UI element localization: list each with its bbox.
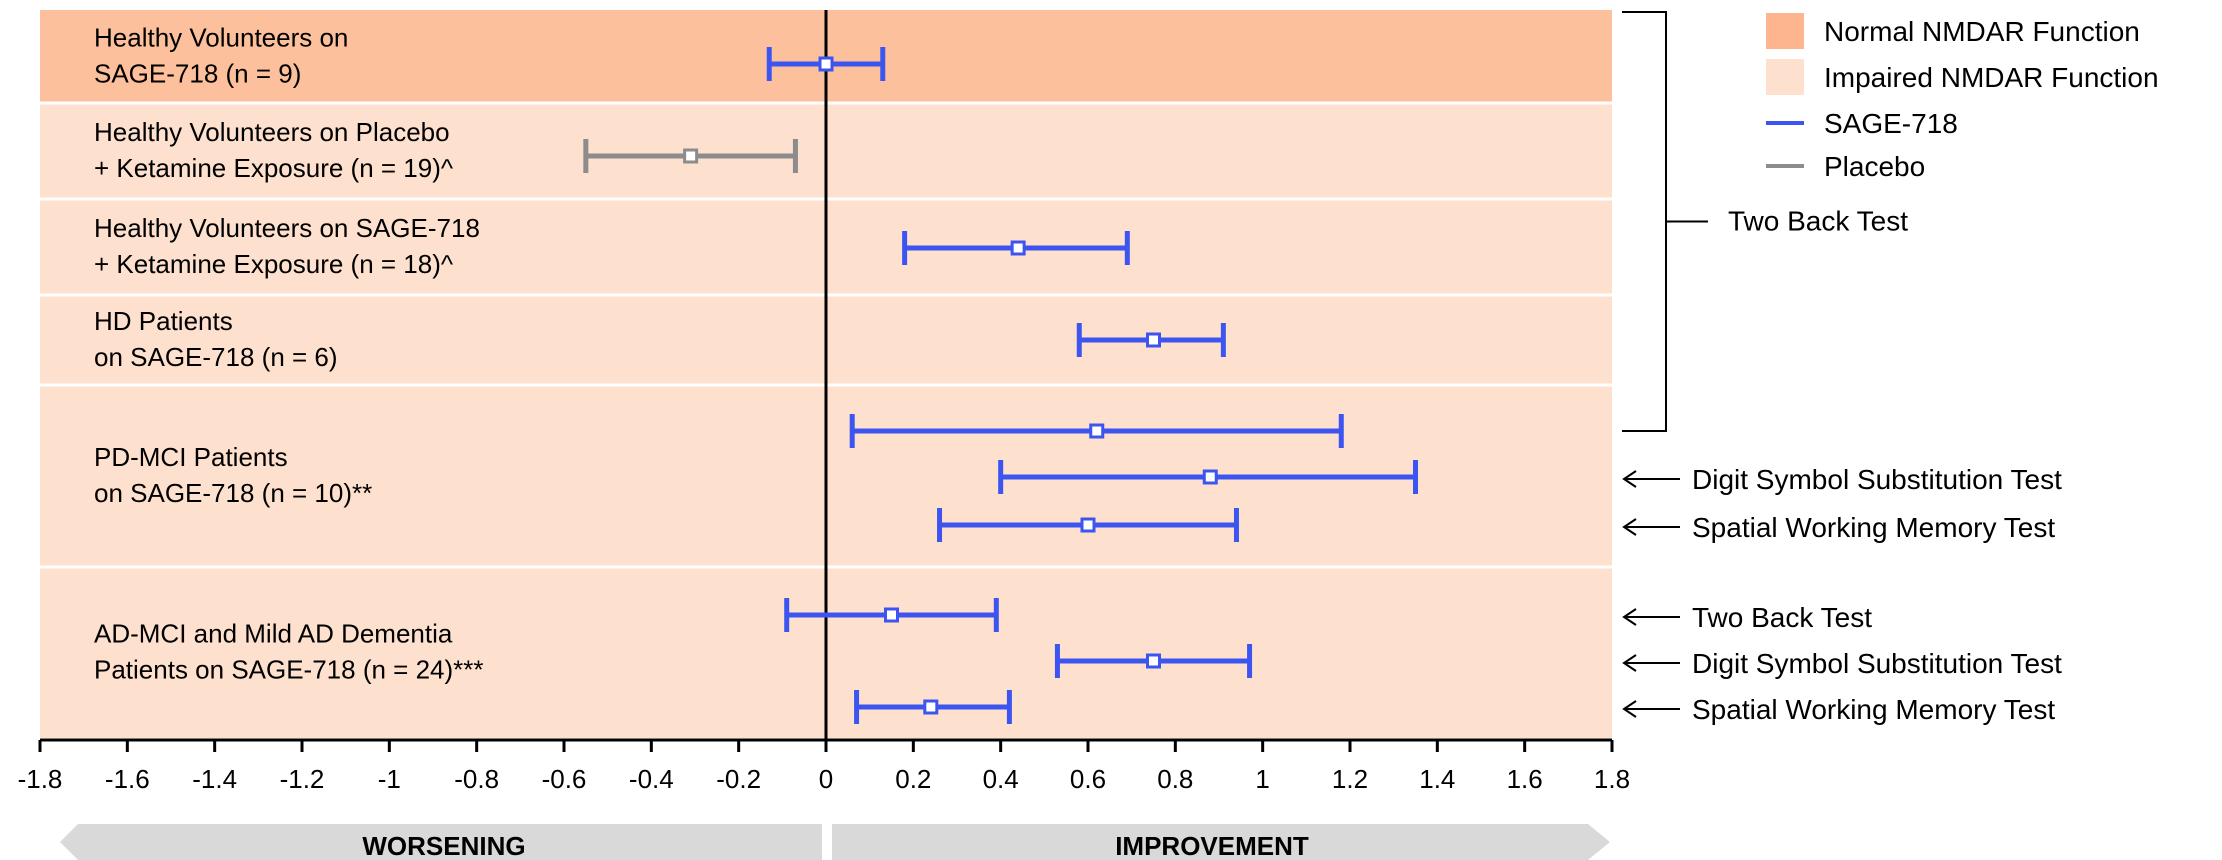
legend-label: Impaired NMDAR Function (1824, 62, 2159, 93)
legend: Normal NMDAR Function Impaired NMDAR Func… (1766, 13, 2159, 182)
x-tick-label: 1.2 (1332, 764, 1368, 794)
worsening-arrow (60, 824, 822, 860)
point-estimate-marker (1146, 653, 1161, 669)
estimate-1 (766, 47, 886, 81)
annotation-label: Digit Symbol Substitution Test (1692, 464, 2062, 495)
legend-item: SAGE-718 (1766, 108, 1958, 139)
x-tick-label: -1.4 (192, 764, 237, 794)
row-annotation: Spatial Working Memory Test (1622, 694, 2055, 725)
x-tick-label: 1.8 (1594, 764, 1630, 794)
estimate-10 (854, 690, 1012, 724)
x-tick-label: -1.8 (18, 764, 63, 794)
point-estimate-marker (923, 699, 939, 715)
annotation-layer: Two Back Test Digit Symbol Substitution T… (1622, 11, 2062, 725)
x-tick-label: 1.4 (1419, 764, 1455, 794)
band-label-line: + Ketamine Exposure (n = 18)^ (94, 249, 454, 279)
annotation-arrow-head (1622, 518, 1637, 536)
x-tick-label: -1.6 (105, 764, 150, 794)
band-label-line: AD-MCI and Mild AD Dementia (94, 619, 453, 649)
direction-arrows: WORSENING IMPROVEMENT (60, 824, 1610, 860)
x-axis: -1.8 -1.6 -1.4 -1.2 -1 -0.8 -0.6 -0.4 -0.2 0 0.2 0.… (18, 738, 1630, 794)
legend-label: Placebo (1824, 151, 1925, 182)
row-annotation: Spatial Working Memory Test (1622, 512, 2055, 543)
estimate-4 (1076, 323, 1226, 357)
x-tick-label: 0.6 (1070, 764, 1106, 794)
row-annotation: Digit Symbol Substitution Test (1622, 464, 2062, 495)
estimate-7 (937, 508, 1239, 542)
estimate-9 (1054, 644, 1253, 678)
point-estimate-marker (1146, 332, 1161, 348)
point-estimate-marker (1089, 423, 1105, 439)
estimate-8 (784, 598, 999, 632)
x-tick-label: 1.6 (1507, 764, 1543, 794)
legend-label: SAGE-718 (1824, 108, 1958, 139)
annotation-arrow-head (1622, 654, 1637, 672)
annotation-arrow-head (1622, 700, 1637, 718)
x-tick-label: 0 (819, 764, 833, 794)
bracket-label: Two Back Test (1728, 206, 1908, 237)
legend-item: Impaired NMDAR Function (1766, 59, 2159, 95)
row-annotation: Digit Symbol Substitution Test (1622, 648, 2062, 679)
x-tick-label: -1 (378, 764, 401, 794)
band-label-line: SAGE-718 (n = 9) (94, 59, 301, 89)
point-estimate-marker (1202, 469, 1218, 485)
point-estimate-marker (1080, 517, 1096, 533)
band-label-line: Patients on SAGE-718 (n = 24)*** (94, 655, 484, 685)
annotation-label: Two Back Test (1692, 602, 1872, 633)
x-tick-label: -0.2 (716, 764, 761, 794)
band-label-line: Healthy Volunteers on (94, 23, 348, 53)
estimate-5 (849, 414, 1344, 448)
annotation-label: Digit Symbol Substitution Test (1692, 648, 2062, 679)
worsening-label: WORSENING (362, 831, 525, 860)
legend-swatch (1766, 13, 1804, 49)
x-tick-label: -0.4 (629, 764, 674, 794)
x-tick-label: -0.6 (542, 764, 587, 794)
annotation-arrow-head (1622, 470, 1637, 488)
bracket (1622, 11, 1667, 432)
band-label-line: HD Patients (94, 306, 233, 336)
band-label-line: Healthy Volunteers on SAGE-718 (94, 213, 480, 243)
legend-item: Placebo (1766, 151, 1925, 182)
band-label-line: Healthy Volunteers on Placebo (94, 117, 450, 147)
x-tick-label: 0.8 (1157, 764, 1193, 794)
legend-label: Normal NMDAR Function (1824, 16, 2140, 47)
legend-swatch (1766, 59, 1804, 95)
row-annotation: Two Back Test (1622, 602, 1872, 633)
legend-item: Normal NMDAR Function (1766, 13, 2140, 49)
band-label-line: PD-MCI Patients (94, 442, 288, 472)
point-estimate-marker (884, 607, 899, 623)
band-label-line: + Ketamine Exposure (n = 19)^ (94, 153, 454, 183)
point-estimate-marker (818, 56, 834, 72)
estimate-6 (998, 460, 1418, 494)
x-tick-label: -1.2 (280, 764, 325, 794)
band-label-line: on SAGE-718 (n = 10)** (94, 478, 372, 508)
estimate-3 (902, 231, 1130, 265)
band-label-line: on SAGE-718 (n = 6) (94, 342, 338, 372)
annotation-label: Spatial Working Memory Test (1692, 694, 2055, 725)
x-tick-label: 1 (1255, 764, 1269, 794)
point-estimate-marker (1010, 240, 1026, 256)
annotation-arrow-head (1622, 608, 1637, 626)
estimate-2 (583, 139, 798, 173)
point-estimate-marker (683, 148, 699, 164)
improvement-label: IMPROVEMENT (1115, 831, 1309, 860)
x-tick-label: -0.8 (454, 764, 499, 794)
x-tick-label: 0.2 (895, 764, 931, 794)
annotation-label: Spatial Working Memory Test (1692, 512, 2055, 543)
estimate-layer (583, 47, 1418, 724)
improvement-arrow (832, 824, 1610, 860)
x-tick-label: 0.4 (983, 764, 1019, 794)
